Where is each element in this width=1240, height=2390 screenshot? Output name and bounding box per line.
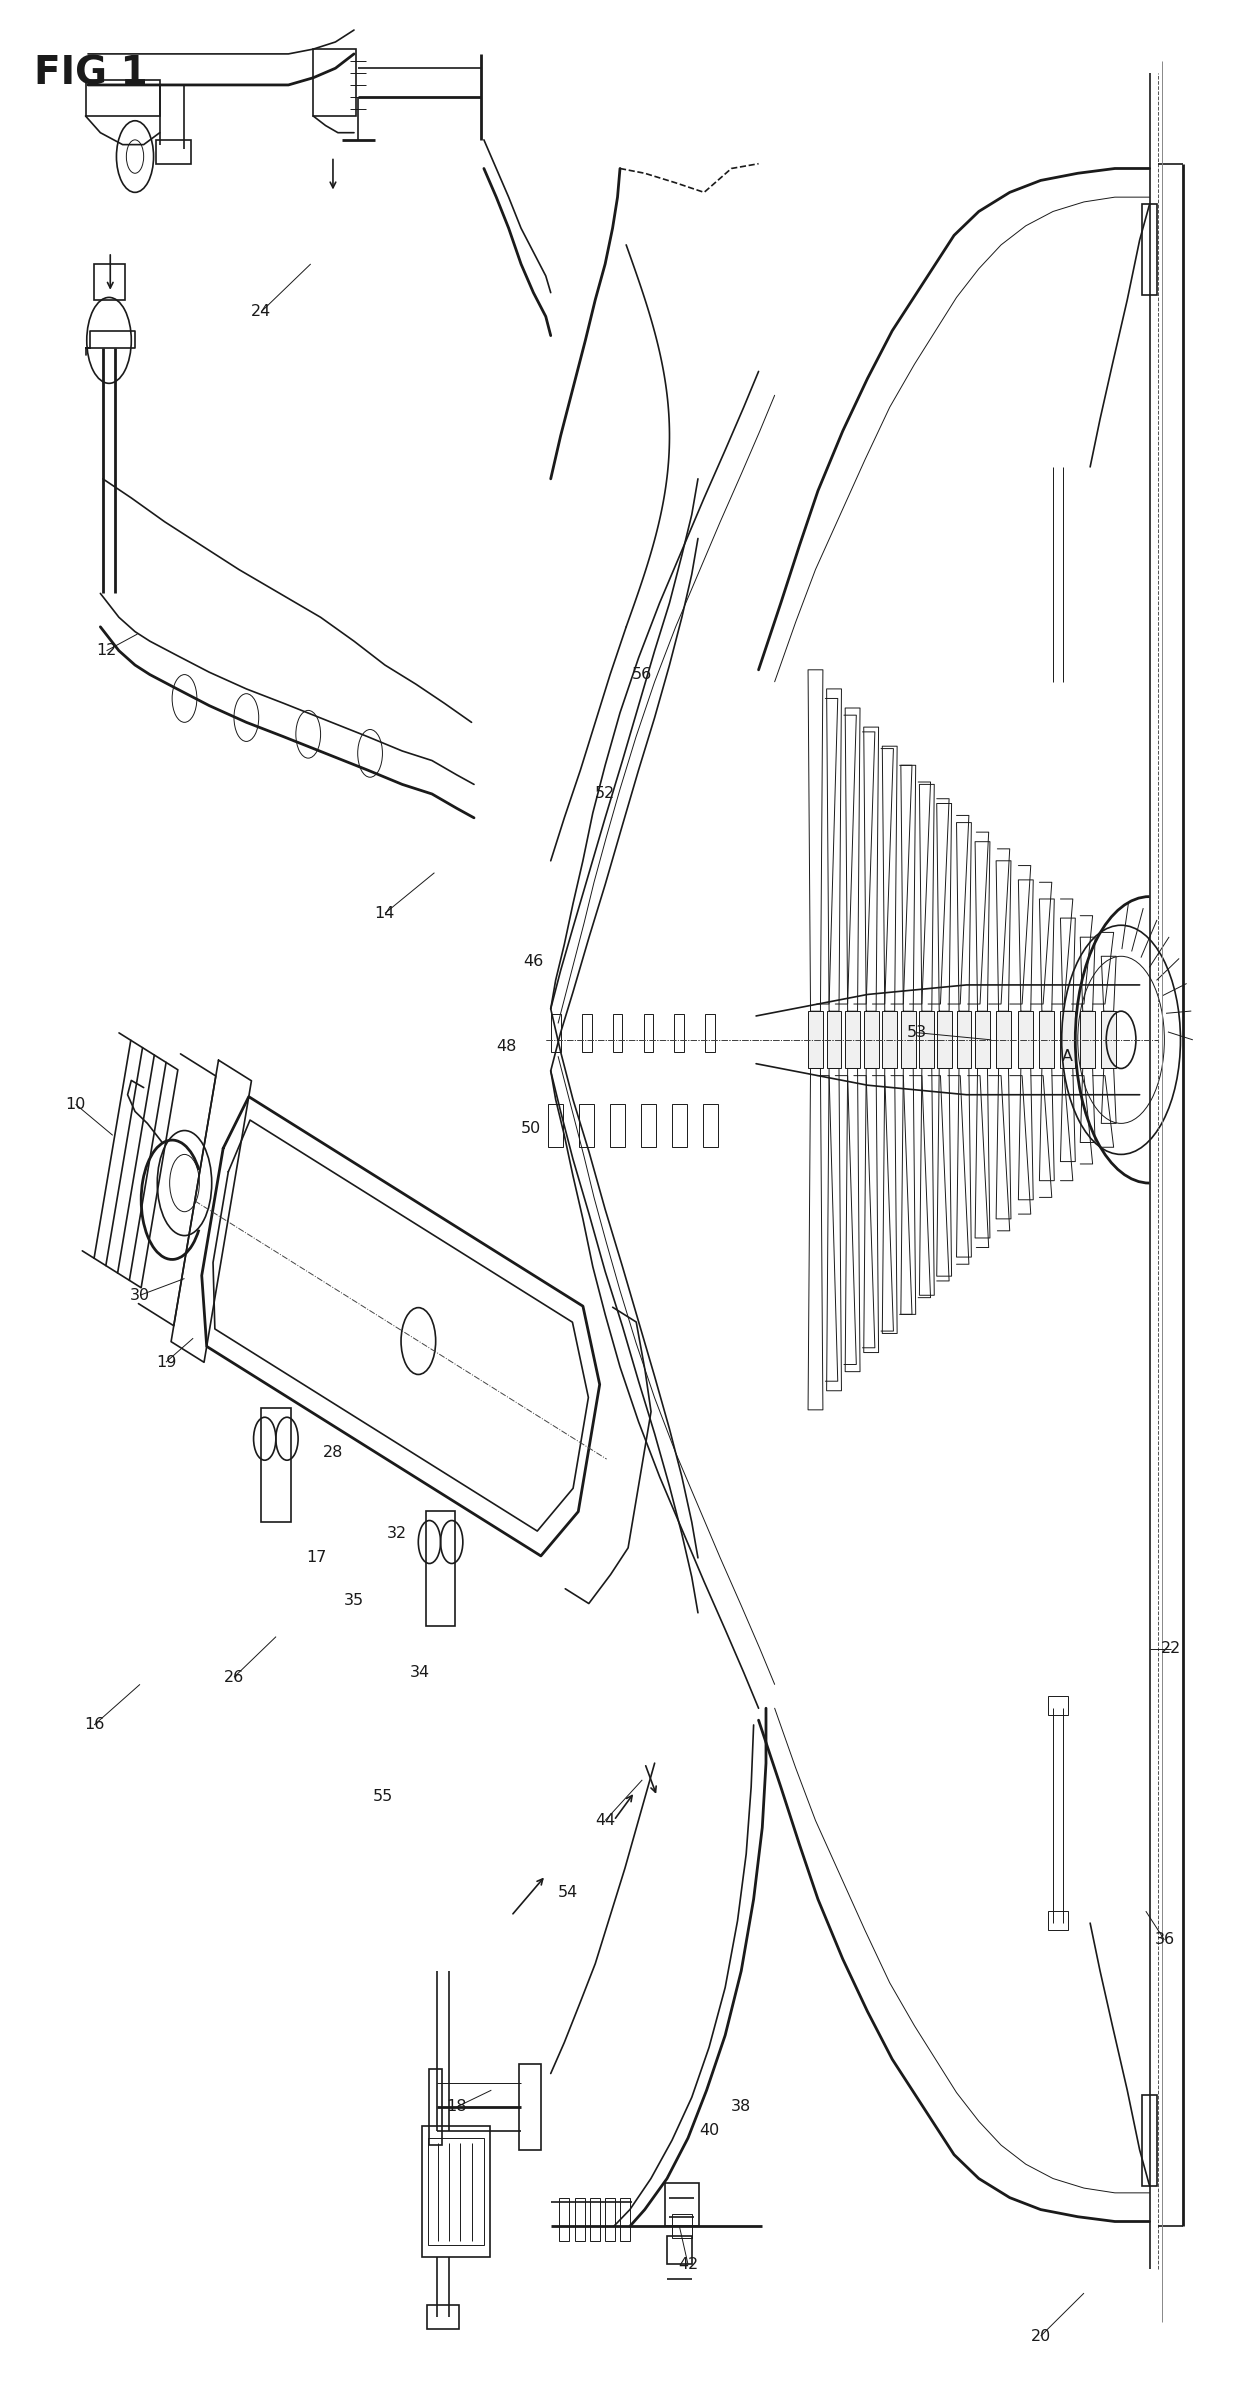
Bar <box>1142 2096 1157 2187</box>
Bar <box>706 1013 715 1052</box>
Text: 35: 35 <box>343 1594 365 1608</box>
Bar <box>919 1011 934 1068</box>
Bar <box>582 1013 591 1052</box>
Text: 20: 20 <box>1030 2328 1050 2345</box>
Bar <box>808 1011 823 1068</box>
Text: 17: 17 <box>306 1551 327 1565</box>
Text: 16: 16 <box>84 1718 104 1733</box>
Bar <box>703 1104 718 1147</box>
Text: 38: 38 <box>732 2098 751 2115</box>
Bar <box>675 1013 684 1052</box>
Text: 28: 28 <box>322 1446 343 1460</box>
Bar <box>1060 1011 1075 1068</box>
Text: 12: 12 <box>97 643 117 657</box>
Text: 44: 44 <box>595 1814 615 1828</box>
Bar <box>672 1104 687 1147</box>
Text: 53: 53 <box>906 1025 928 1040</box>
Bar <box>1142 203 1157 294</box>
Text: 34: 34 <box>409 1666 429 1680</box>
Bar <box>590 2199 600 2239</box>
Bar <box>975 1011 990 1068</box>
Bar <box>900 1011 915 1068</box>
Bar <box>548 1104 563 1147</box>
Bar <box>86 81 160 117</box>
Bar <box>936 1011 951 1068</box>
Text: 32: 32 <box>387 1527 408 1542</box>
Text: 48: 48 <box>496 1040 516 1054</box>
Bar <box>883 1011 897 1068</box>
Bar <box>429 2070 441 2146</box>
Text: 24: 24 <box>250 304 272 320</box>
Text: 30: 30 <box>130 1288 150 1303</box>
Bar <box>518 2065 541 2151</box>
Bar <box>156 141 191 165</box>
Bar <box>1080 1011 1095 1068</box>
Bar <box>1039 1011 1054 1068</box>
Text: 26: 26 <box>224 1671 244 1685</box>
Bar <box>425 1510 455 1625</box>
Bar <box>613 1013 622 1052</box>
Bar <box>956 1011 971 1068</box>
Bar <box>827 1011 842 1068</box>
Text: 19: 19 <box>156 1355 176 1369</box>
Bar <box>1048 1697 1068 1716</box>
Text: 42: 42 <box>678 2256 698 2273</box>
Bar <box>314 50 356 117</box>
Bar <box>260 1408 290 1522</box>
Text: 50: 50 <box>521 1121 541 1135</box>
Text: 46: 46 <box>523 954 543 968</box>
Text: 54: 54 <box>558 1886 578 1900</box>
Bar <box>605 2199 615 2239</box>
Bar <box>864 1011 879 1068</box>
Bar <box>1101 1011 1116 1068</box>
Bar <box>559 2199 569 2239</box>
Text: 14: 14 <box>374 906 396 920</box>
Text: 10: 10 <box>66 1097 86 1111</box>
Bar <box>427 2304 459 2328</box>
Bar <box>846 1011 861 1068</box>
Bar <box>579 1104 594 1147</box>
Bar <box>641 1104 656 1147</box>
Text: 56: 56 <box>632 667 652 681</box>
Text: 55: 55 <box>372 1790 393 1804</box>
Bar <box>428 2139 484 2244</box>
Bar <box>94 263 125 299</box>
Text: A: A <box>1063 1049 1074 1064</box>
Bar <box>620 2199 630 2239</box>
Bar <box>644 1013 653 1052</box>
Bar <box>1048 1912 1068 1931</box>
Text: 18: 18 <box>446 2098 467 2115</box>
Bar <box>610 1104 625 1147</box>
Bar <box>665 2184 699 2225</box>
Bar <box>575 2199 585 2239</box>
Bar <box>1018 1011 1033 1068</box>
Text: 22: 22 <box>1161 1642 1180 1656</box>
Text: 52: 52 <box>595 786 615 801</box>
Bar <box>551 1013 560 1052</box>
Text: 40: 40 <box>699 2122 719 2139</box>
Text: 36: 36 <box>1154 1931 1174 1948</box>
Bar <box>672 2216 692 2237</box>
Bar <box>422 2127 490 2256</box>
Bar <box>667 2235 692 2263</box>
Bar <box>996 1011 1011 1068</box>
Text: FIG 1: FIG 1 <box>33 55 148 91</box>
